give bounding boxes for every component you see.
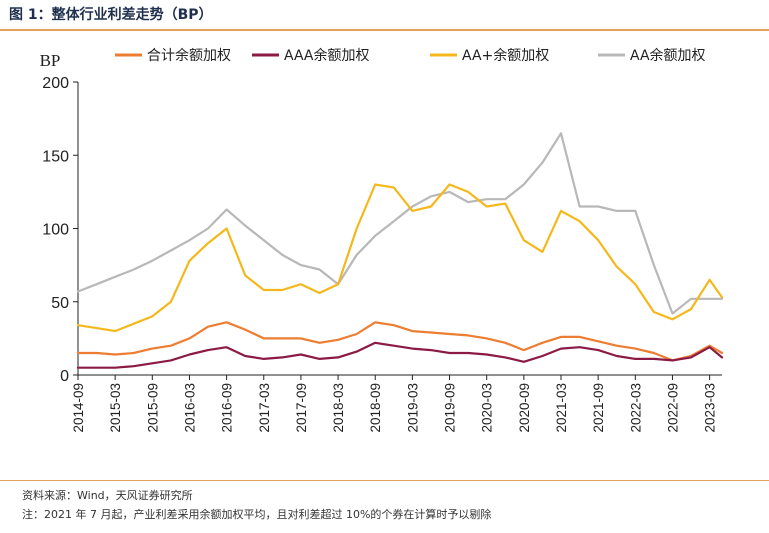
- legend-label: 合计余额加权: [147, 47, 231, 64]
- x-tick-label: 2017-03: [257, 383, 272, 433]
- plot-area: [76, 132, 724, 369]
- x-tick-label: 2018-03: [331, 383, 346, 433]
- y-tick-label: 100: [42, 222, 69, 239]
- y-tick-label: 50: [51, 295, 69, 312]
- x-axis: 2014-09 2015-03 2015-09 2016-03 2016-09 2017-…: [71, 374, 722, 433]
- x-tick-label: 2021-09: [591, 383, 606, 433]
- x-tick-label: 2014-09: [71, 383, 86, 433]
- series-line-1: [76, 321, 724, 362]
- x-tick-label: 2016-09: [220, 383, 235, 433]
- source-note: 资料来源：Wind，天风证券研究所: [22, 489, 193, 502]
- x-tick-label: 2019-09: [443, 383, 458, 433]
- series-line-4: [76, 132, 724, 315]
- y-axis: 0 50 100 150 200: [42, 75, 79, 385]
- legend-label: AA+余额加权: [462, 47, 549, 64]
- bottom-rule: [0, 480, 769, 481]
- footnote: 注：2021 年 7 月起，产业利差采用余额加权平均，且对利差超过 10%的个券…: [22, 508, 492, 521]
- x-tick-label: 2022-03: [628, 383, 643, 433]
- legend-label: AAA余额加权: [284, 47, 370, 64]
- y-tick-label: 150: [42, 148, 69, 165]
- chart-legend: 合计余额加权 AAA余额加权 AA+余额加权 AA余额加权: [115, 47, 706, 64]
- x-tick-label: 2022-09: [665, 383, 680, 433]
- x-tick-label: 2021-03: [554, 383, 569, 433]
- y-unit-label: BP: [40, 51, 61, 70]
- x-tick-label: 2018-09: [368, 383, 383, 433]
- x-tick-label: 2019-03: [405, 383, 420, 433]
- x-tick-label: 2016-03: [182, 383, 197, 433]
- line-chart: BP 合计余额加权 AAA余额加权 AA+余额加权 AA余额加权 0 50 100 150 2…: [40, 47, 724, 433]
- figure-title: 图 1：整体行业利差走势（BP）: [9, 7, 213, 23]
- series-line-2: [76, 341, 724, 369]
- y-tick-label: 200: [42, 75, 69, 92]
- x-tick-label: 2020-09: [517, 383, 532, 433]
- x-tick-label: 2020-03: [480, 383, 495, 433]
- x-tick-label: 2023-03: [703, 383, 718, 433]
- x-tick-label: 2015-03: [108, 383, 123, 433]
- top-rule: [0, 29, 769, 31]
- series-line-3: [76, 183, 724, 333]
- x-tick-label: 2017-09: [294, 383, 309, 433]
- legend-label: AA余额加权: [630, 47, 706, 64]
- x-tick-label: 2015-09: [145, 383, 160, 433]
- y-tick-label: 0: [60, 368, 69, 385]
